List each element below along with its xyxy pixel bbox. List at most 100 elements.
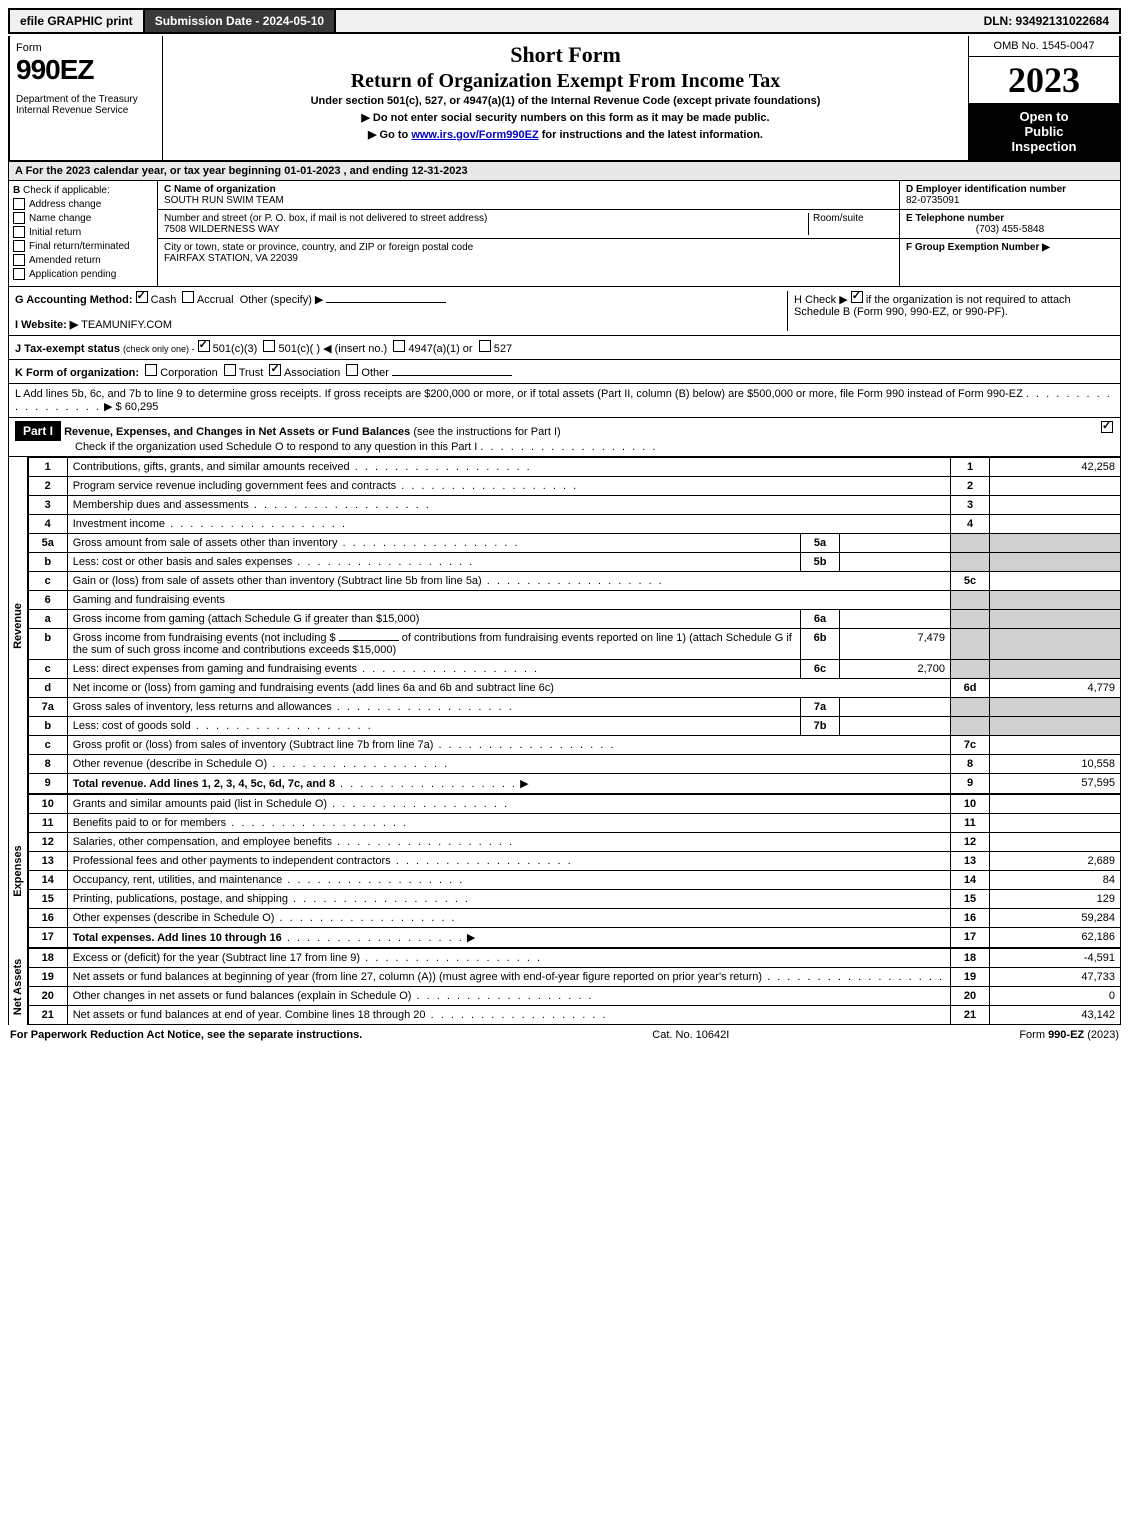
org-name: SOUTH RUN SWIM TEAM	[164, 195, 284, 206]
chk-address-change[interactable]: Address change	[13, 198, 153, 210]
part1-tag: Part I	[15, 421, 61, 441]
ein-value: 82-0735091	[906, 195, 959, 206]
g-label: G Accounting Method:	[15, 294, 133, 306]
check-if-label: Check if applicable:	[23, 185, 110, 196]
line-1: 1Contributions, gifts, grants, and simil…	[28, 458, 1120, 477]
header-left: Form 990EZ Department of the Treasury In…	[10, 36, 163, 160]
l-value: 60,295	[125, 401, 159, 413]
efile-label: efile GRAPHIC print	[10, 10, 145, 32]
k-label: K Form of organization:	[15, 367, 139, 379]
line-16: 16Other expenses (describe in Schedule O…	[28, 909, 1120, 928]
form-word: Form	[16, 42, 156, 54]
inspection-line1: Open to	[975, 109, 1113, 124]
line-6: 6Gaming and fundraising events	[28, 591, 1120, 610]
row-l: L Add lines 5b, 6c, and 7b to line 9 to …	[8, 384, 1121, 418]
omb-number: OMB No. 1545-0047	[969, 36, 1119, 57]
row-a-text: A For the 2023 calendar year, or tax yea…	[15, 165, 468, 177]
revenue-table: 1Contributions, gifts, grants, and simil…	[28, 457, 1121, 794]
j-sub: (check only one) -	[123, 344, 195, 354]
chk-initial-return[interactable]: Initial return	[13, 226, 153, 238]
chk-cash[interactable]	[136, 291, 148, 303]
part1-title-sub: (see the instructions for Part I)	[413, 426, 560, 438]
col-b: B Check if applicable: Address change Na…	[9, 181, 158, 286]
chk-amended-return[interactable]: Amended return	[13, 254, 153, 266]
group-label: F Group Exemption Number ▶	[906, 242, 1050, 253]
chk-accrual[interactable]	[182, 291, 194, 303]
irs-label: Internal Revenue Service	[16, 105, 156, 116]
row-h: H Check ▶ if the organization is not req…	[787, 291, 1114, 331]
netassets-section: Net Assets 18Excess or (deficit) for the…	[8, 948, 1121, 1025]
chk-other-org[interactable]	[346, 364, 358, 376]
line-5a: 5aGross amount from sale of assets other…	[28, 534, 1120, 553]
chk-501c[interactable]	[263, 340, 275, 352]
col-c: C Name of organization SOUTH RUN SWIM TE…	[158, 181, 900, 286]
room-label: Room/suite	[813, 213, 864, 224]
line-15: 15Printing, publications, postage, and s…	[28, 890, 1120, 909]
street-label: Number and street (or P. O. box, if mail…	[164, 213, 487, 224]
line-19: 19Net assets or fund balances at beginni…	[28, 968, 1120, 987]
chk-final-return[interactable]: Final return/terminated	[13, 240, 153, 252]
inspection-box: Open to Public Inspection	[969, 103, 1119, 160]
form-header: Form 990EZ Department of the Treasury In…	[8, 36, 1121, 162]
dln-label: DLN: 93492131022684	[974, 10, 1119, 32]
col-b-label: B	[13, 185, 20, 196]
row-g: G Accounting Method: Cash Accrual Other …	[15, 291, 787, 331]
instruction-ssn: ▶ Do not enter social security numbers o…	[167, 111, 964, 124]
line-6d: dNet income or (loss) from gaming and fu…	[28, 679, 1120, 698]
revenue-side-label: Revenue	[9, 457, 28, 794]
footer: For Paperwork Reduction Act Notice, see …	[8, 1025, 1121, 1045]
line-20: 20Other changes in net assets or fund ba…	[28, 987, 1120, 1006]
chk-name-change[interactable]: Name change	[13, 212, 153, 224]
line-8: 8Other revenue (describe in Schedule O)8…	[28, 755, 1120, 774]
line-12: 12Salaries, other compensation, and empl…	[28, 833, 1120, 852]
line-14: 14Occupancy, rent, utilities, and mainte…	[28, 871, 1120, 890]
line-7c: cGross profit or (loss) from sales of in…	[28, 736, 1120, 755]
line-10: 10Grants and similar amounts paid (list …	[28, 795, 1120, 814]
irs-link[interactable]: www.irs.gov/Form990EZ	[411, 129, 538, 141]
inst2-post: for instructions and the latest informat…	[539, 129, 763, 141]
phone-label: E Telephone number	[906, 213, 1004, 224]
line-7a: 7aGross sales of inventory, less returns…	[28, 698, 1120, 717]
instruction-goto: ▶ Go to www.irs.gov/Form990EZ for instru…	[167, 128, 964, 141]
expenses-section: Expenses 10Grants and similar amounts pa…	[8, 794, 1121, 948]
line-9: 9Total revenue. Add lines 1, 2, 3, 4, 5c…	[28, 774, 1120, 794]
chk-association[interactable]	[269, 364, 281, 376]
line-5c: cGain or (loss) from sale of assets othe…	[28, 572, 1120, 591]
chk-schedule-o[interactable]	[1101, 421, 1113, 433]
col-d: D Employer identification number 82-0735…	[900, 181, 1120, 286]
footer-left: For Paperwork Reduction Act Notice, see …	[10, 1029, 362, 1041]
chk-schedule-b[interactable]	[851, 291, 863, 303]
line-2: 2Program service revenue including gover…	[28, 477, 1120, 496]
tax-year: 2023	[969, 57, 1119, 103]
part1-line2: Check if the organization used Schedule …	[15, 441, 477, 453]
part1-title: Revenue, Expenses, and Changes in Net As…	[64, 426, 410, 438]
title-short-form: Short Form	[167, 42, 964, 68]
chk-application-pending[interactable]: Application pending	[13, 268, 153, 280]
chk-501c3[interactable]	[198, 340, 210, 352]
part1-header-row: Part I Revenue, Expenses, and Changes in…	[8, 418, 1121, 457]
subtitle: Under section 501(c), 527, or 4947(a)(1)…	[167, 95, 964, 107]
line-3: 3Membership dues and assessments3	[28, 496, 1120, 515]
h-text1: H Check ▶	[794, 294, 848, 306]
netassets-side-label: Net Assets	[9, 948, 28, 1025]
l-arrow: ▶ $	[104, 401, 122, 413]
line-7b: bLess: cost of goods sold7b	[28, 717, 1120, 736]
chk-527[interactable]	[479, 340, 491, 352]
top-bar: efile GRAPHIC print Submission Date - 20…	[8, 8, 1121, 34]
chk-corporation[interactable]	[145, 364, 157, 376]
expenses-table: 10Grants and similar amounts paid (list …	[28, 794, 1121, 948]
line-21: 21Net assets or fund balances at end of …	[28, 1006, 1120, 1025]
footer-right: Form 990-EZ (2023)	[1019, 1029, 1119, 1041]
name-label: C Name of organization	[164, 184, 276, 195]
line-13: 13Professional fees and other payments t…	[28, 852, 1120, 871]
city-label: City or town, state or province, country…	[164, 242, 473, 253]
chk-trust[interactable]	[224, 364, 236, 376]
l-text: L Add lines 5b, 6c, and 7b to line 9 to …	[15, 388, 1023, 400]
chk-4947[interactable]	[393, 340, 405, 352]
form-number: 990EZ	[16, 54, 156, 86]
street-value: 7508 WILDERNESS WAY	[164, 224, 280, 235]
city-value: FAIRFAX STATION, VA 22039	[164, 253, 298, 264]
header-right: OMB No. 1545-0047 2023 Open to Public In…	[969, 36, 1119, 160]
dept-treasury: Department of the Treasury	[16, 94, 156, 105]
line-11: 11Benefits paid to or for members11	[28, 814, 1120, 833]
